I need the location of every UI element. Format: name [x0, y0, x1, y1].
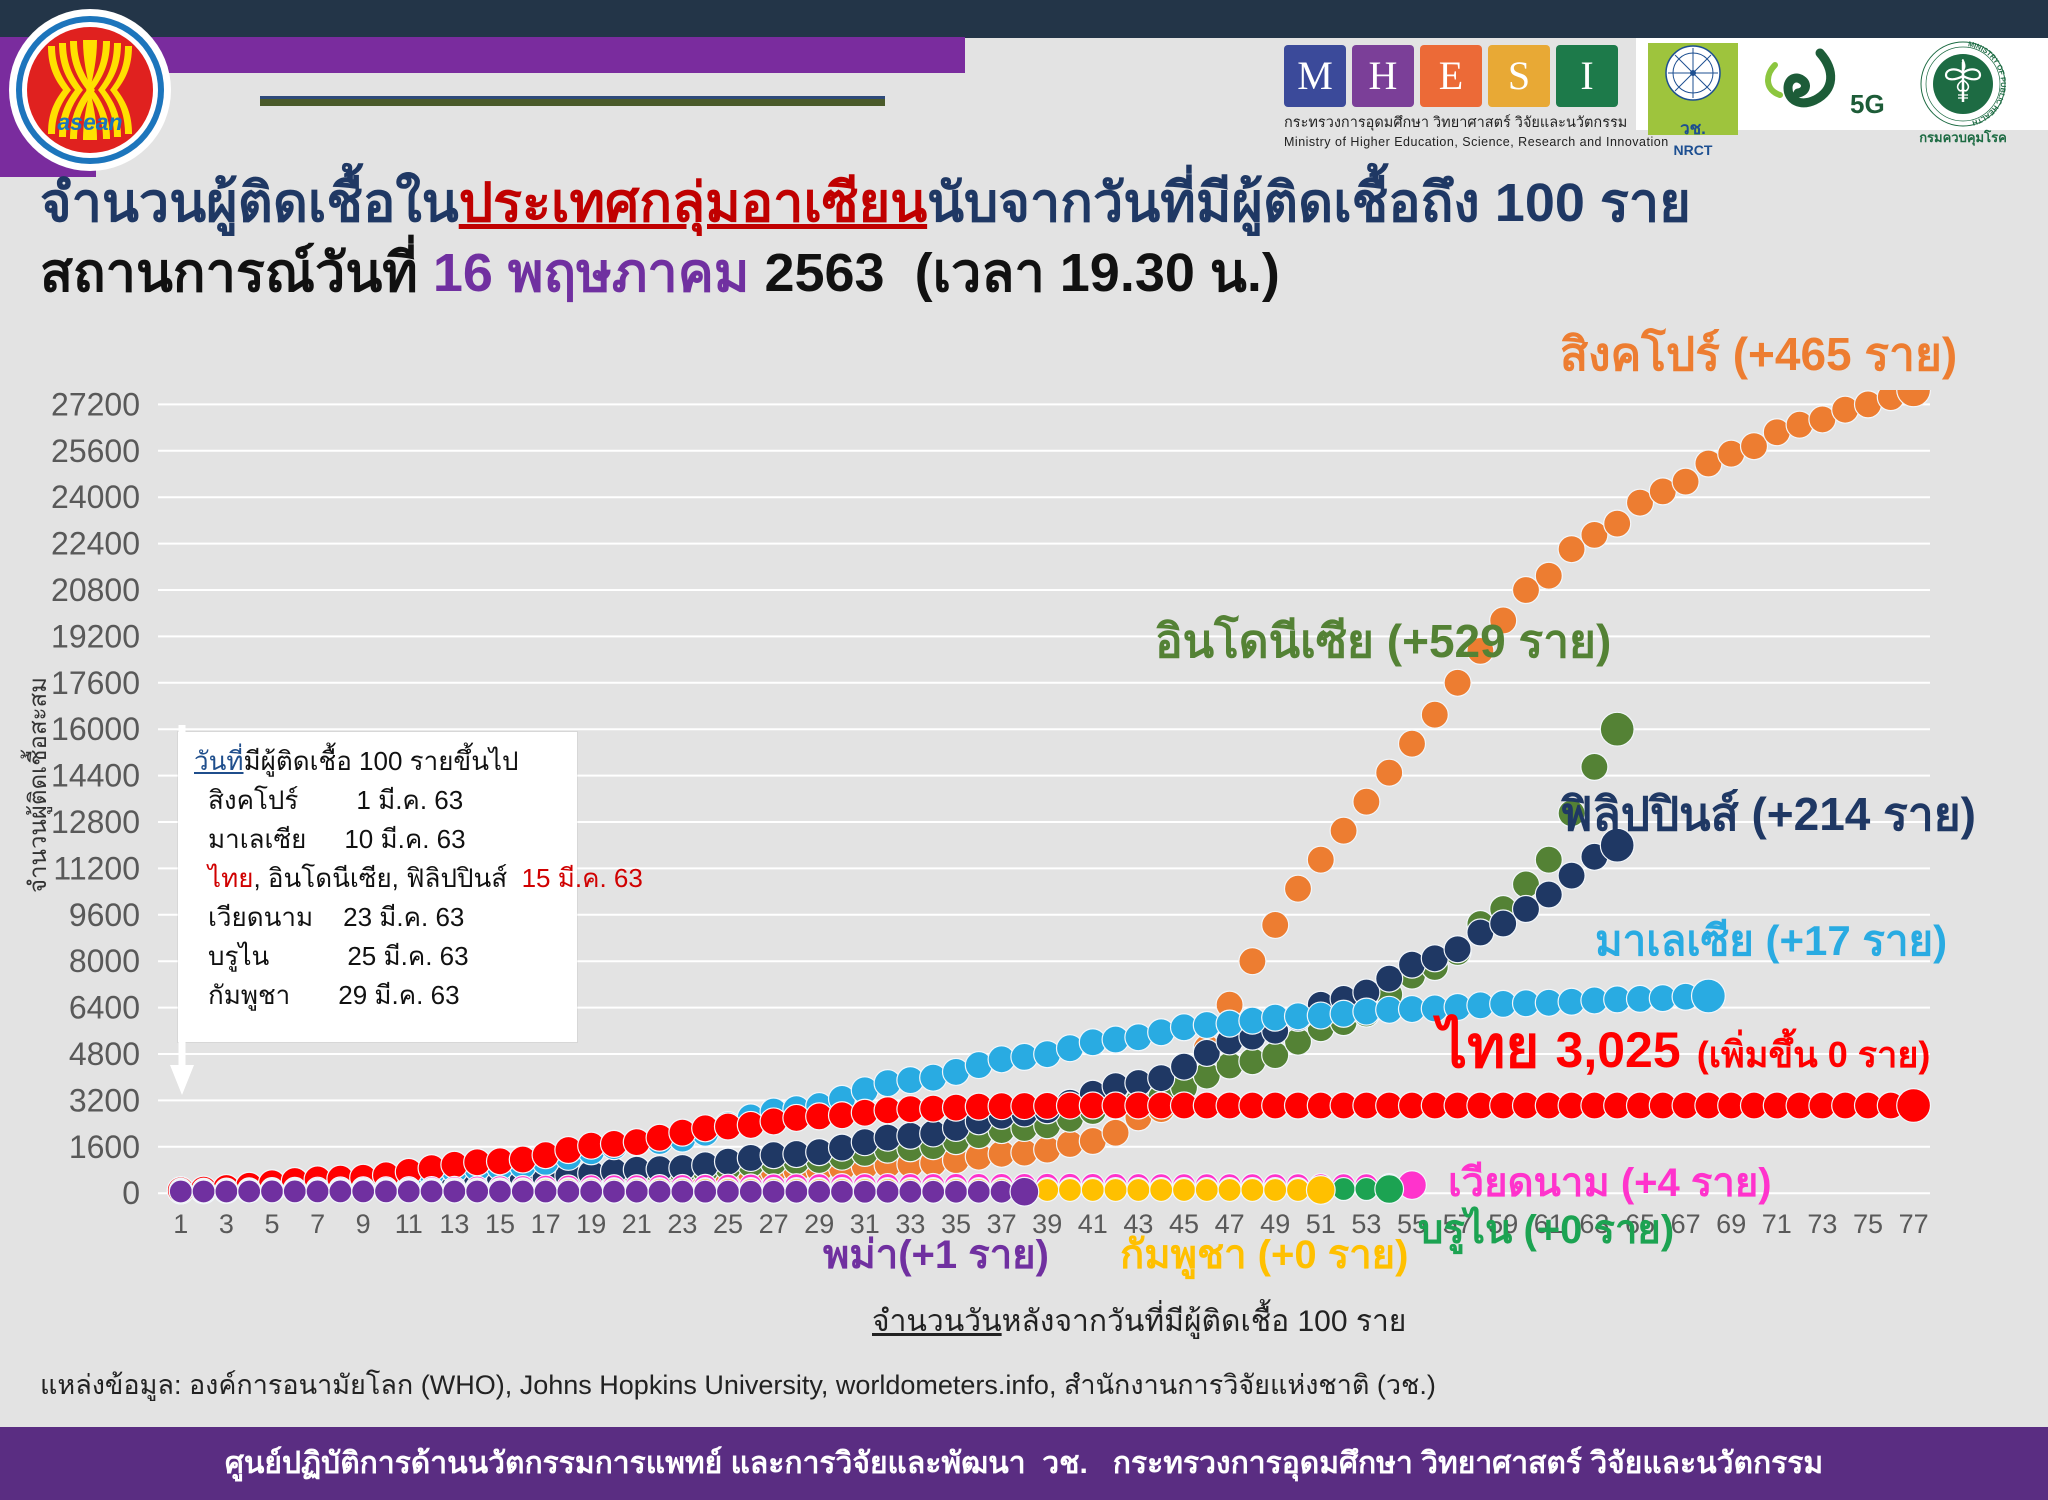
svg-text:5G: 5G [1850, 89, 1885, 119]
svg-text:27200: 27200 [51, 390, 140, 422]
svg-text:41: 41 [1078, 1209, 1108, 1239]
svg-text:asean: asean [57, 109, 122, 135]
svg-text:12800: 12800 [51, 804, 140, 840]
svg-text:1600: 1600 [69, 1129, 140, 1165]
svg-text:8000: 8000 [69, 943, 140, 979]
svg-text:19: 19 [576, 1209, 606, 1239]
svg-text:77: 77 [1899, 1209, 1929, 1239]
svg-text:21: 21 [622, 1209, 652, 1239]
svg-text:1: 1 [173, 1209, 188, 1239]
svg-text:23: 23 [667, 1209, 697, 1239]
svg-text:25600: 25600 [51, 433, 140, 469]
svg-text:14400: 14400 [51, 758, 140, 794]
svg-text:24000: 24000 [51, 479, 140, 515]
svg-text:25: 25 [713, 1209, 743, 1239]
svg-text:7: 7 [310, 1209, 325, 1239]
svg-text:3200: 3200 [69, 1082, 140, 1118]
svg-text:73: 73 [1807, 1209, 1837, 1239]
svg-text:9: 9 [356, 1209, 371, 1239]
svg-text:4800: 4800 [69, 1036, 140, 1072]
svg-text:11: 11 [395, 1209, 423, 1239]
svg-text:16000: 16000 [51, 711, 140, 747]
svg-text:19200: 19200 [51, 618, 140, 654]
svg-text:3: 3 [219, 1209, 234, 1239]
svg-text:13: 13 [439, 1209, 469, 1239]
svg-text:22400: 22400 [51, 526, 140, 562]
svg-text:6400: 6400 [69, 990, 140, 1026]
svg-text:5: 5 [264, 1209, 279, 1239]
svg-text:20800: 20800 [51, 572, 140, 608]
svg-text:11200: 11200 [53, 850, 140, 886]
svg-text:75: 75 [1853, 1209, 1883, 1239]
svg-text:17600: 17600 [51, 665, 140, 701]
svg-text:17: 17 [531, 1209, 561, 1239]
svg-text:9600: 9600 [69, 897, 140, 933]
svg-text:15: 15 [485, 1209, 515, 1239]
svg-text:0: 0 [122, 1175, 140, 1211]
svg-text:27: 27 [759, 1209, 789, 1239]
